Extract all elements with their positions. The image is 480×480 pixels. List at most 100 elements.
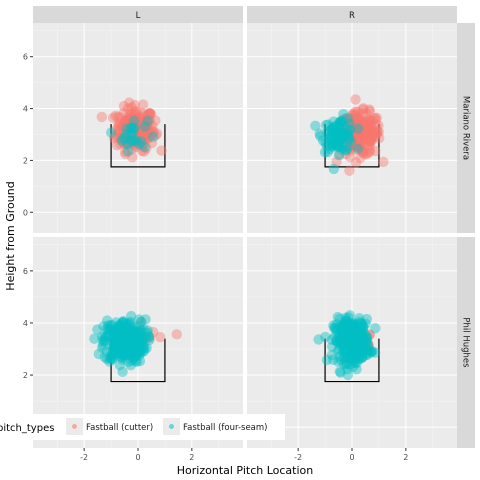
- data-point: [355, 152, 366, 164]
- data-point: [132, 333, 144, 345]
- data-point: [131, 347, 142, 359]
- data-point: [109, 325, 120, 337]
- data-point: [121, 334, 132, 346]
- data-point: [350, 336, 362, 347]
- data-point: [136, 124, 147, 136]
- data-point: [343, 336, 355, 347]
- data-point: [124, 318, 136, 329]
- data-point: [114, 327, 125, 338]
- data-point: [367, 128, 378, 139]
- data-point: [130, 330, 141, 341]
- data-point: [366, 127, 377, 138]
- data-point: [370, 323, 381, 334]
- data-point: [122, 139, 133, 150]
- data-point: [134, 123, 145, 135]
- data-point: [128, 330, 140, 342]
- data-point: [140, 115, 152, 127]
- data-point: [338, 351, 350, 362]
- data-point: [120, 115, 131, 126]
- data-point: [344, 165, 355, 176]
- data-point: [119, 346, 130, 357]
- data-point: [336, 144, 348, 155]
- data-point: [128, 340, 139, 352]
- data-point: [358, 321, 369, 333]
- data-point: [340, 312, 351, 323]
- data-point: [344, 117, 355, 129]
- legend-marker: [169, 424, 174, 429]
- data-point: [339, 335, 351, 346]
- data-point: [131, 119, 142, 130]
- data-point: [350, 336, 361, 348]
- data-point: [135, 316, 147, 328]
- data-point: [114, 335, 125, 347]
- data-point: [362, 122, 373, 133]
- y-tick-label: 2: [23, 156, 28, 165]
- data-point: [342, 334, 353, 345]
- data-point: [352, 143, 364, 155]
- data-point: [125, 118, 136, 130]
- data-point: [341, 144, 352, 156]
- data-point: [114, 332, 125, 343]
- data-point: [373, 120, 384, 131]
- data-point: [124, 119, 135, 131]
- data-point: [336, 117, 347, 128]
- data-point: [137, 343, 148, 354]
- data-point: [128, 117, 139, 128]
- data-point: [354, 332, 366, 344]
- data-point: [130, 118, 142, 130]
- data-point: [344, 113, 356, 124]
- data-point: [349, 343, 360, 355]
- data-point: [349, 323, 361, 334]
- data-point: [122, 333, 133, 344]
- data-point: [130, 324, 141, 335]
- data-point: [328, 116, 339, 127]
- data-point: [127, 341, 139, 353]
- data-point: [349, 109, 361, 120]
- data-point: [326, 124, 337, 135]
- data-point: [115, 336, 127, 347]
- data-point: [362, 125, 374, 136]
- data-point: [345, 341, 357, 353]
- data-point: [113, 321, 125, 332]
- data-point: [328, 322, 340, 333]
- data-point: [378, 156, 389, 168]
- data-point: [127, 135, 138, 147]
- data-point: [117, 366, 128, 378]
- data-point: [350, 157, 362, 168]
- data-point: [128, 131, 140, 142]
- data-point: [351, 357, 362, 369]
- data-point: [349, 134, 361, 145]
- data-point: [358, 128, 369, 139]
- data-point: [333, 331, 345, 343]
- data-point: [333, 134, 344, 145]
- data-point: [347, 347, 358, 358]
- data-point: [328, 121, 339, 132]
- data-point: [129, 329, 140, 341]
- data-point: [348, 121, 359, 132]
- data-point: [341, 327, 352, 338]
- data-point: [347, 325, 359, 336]
- data-point: [339, 319, 350, 330]
- data-point: [132, 121, 143, 133]
- data-point: [333, 356, 344, 367]
- data-point: [119, 346, 131, 357]
- data-point: [353, 336, 365, 347]
- data-point: [333, 126, 344, 137]
- data-point: [339, 125, 350, 136]
- data-point: [337, 326, 348, 338]
- data-point: [140, 131, 151, 142]
- legend-background: [0, 414, 285, 440]
- data-point: [347, 139, 358, 151]
- data-point: [116, 340, 127, 351]
- data-point: [359, 328, 370, 340]
- data-point: [137, 127, 148, 138]
- data-point: [348, 342, 359, 353]
- data-point: [123, 338, 135, 350]
- data-point: [126, 337, 138, 349]
- data-point: [352, 330, 363, 341]
- data-point: [117, 349, 128, 360]
- data-point: [130, 113, 141, 124]
- data-point: [362, 340, 374, 352]
- data-point: [352, 124, 363, 135]
- data-point: [112, 334, 124, 345]
